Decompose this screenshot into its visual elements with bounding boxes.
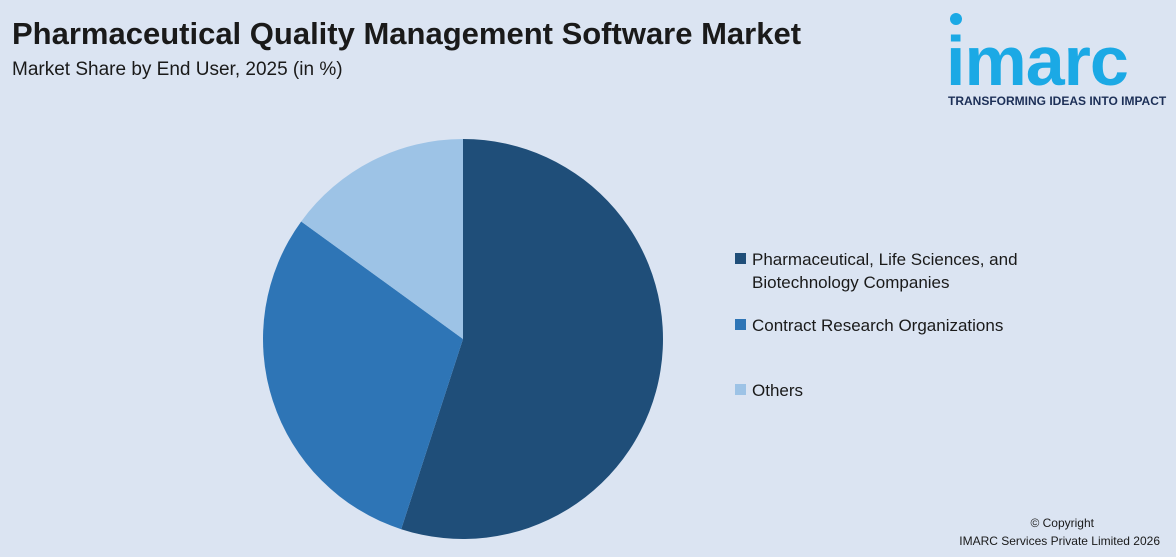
legend-swatch [735,384,746,395]
pie-slice-2 [262,221,463,530]
legend-item: Pharmaceutical, Life Sciences, and Biote… [735,248,1052,294]
legend-label: Contract Research Organizations [752,316,1004,335]
copyright-text: © Copyright [1030,516,1094,530]
legend-item: Others [735,379,1052,402]
pie-slice-3 [301,139,463,339]
legend-label: Pharmaceutical, Life Sciences, and Biote… [752,250,1018,292]
legend-swatch [735,319,746,330]
chart-title: Pharmaceutical Quality Management Softwa… [12,16,802,51]
logo-dot-icon [950,13,962,25]
imarc-logo: imarc TRANSFORMING IDEAS INTO IMPACT [946,12,1172,112]
pie-slice-1 [401,139,664,539]
legend-label: Others [752,381,804,400]
company-text: IMARC Services Private Limited 2026 [959,534,1160,548]
chart-subtitle: Market Share by End User, 2025 (in %) [12,59,343,80]
logo-tagline: TRANSFORMING IDEAS INTO IMPACT [948,94,1167,108]
legend-swatch [735,253,746,264]
legend-item: Contract Research Organizations [735,314,1052,337]
logo-wordmark: imarc [946,22,1129,100]
